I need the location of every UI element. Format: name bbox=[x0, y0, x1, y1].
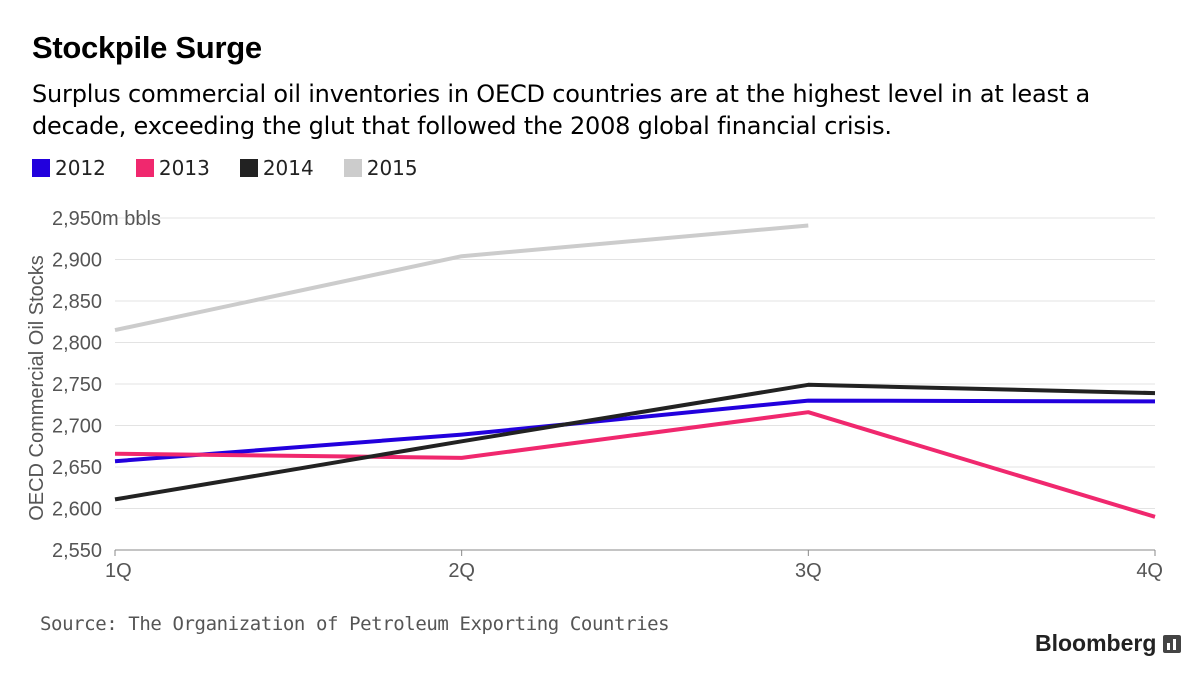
legend-label: 2015 bbox=[366, 156, 418, 180]
y-tick-label: 2,600 bbox=[52, 499, 102, 521]
y-tick-label: 2,800 bbox=[52, 333, 102, 355]
x-tick-label: 3Q bbox=[795, 560, 822, 582]
brand-logo: Bloomberg bbox=[1035, 630, 1182, 657]
series-line-2014 bbox=[114, 382, 1156, 502]
grid bbox=[115, 217, 1155, 509]
legend-swatch bbox=[239, 159, 258, 177]
y-tick-label: 2,850 bbox=[52, 291, 102, 313]
series-line-2015 bbox=[114, 223, 809, 333]
source-note: Source: The Organization of Petroleum Ex… bbox=[40, 613, 670, 635]
y-tick-label: 2,550 bbox=[52, 540, 102, 562]
legend-label: 2013 bbox=[158, 156, 210, 180]
legend-item-2015: 2015 bbox=[343, 156, 418, 180]
legend-item-2014: 2014 bbox=[239, 156, 314, 180]
legend-item-2012: 2012 bbox=[32, 156, 106, 180]
axes: 2,550 2,600 2,650 2,700 2,750 2,800 2,850 2,900… bbox=[52, 208, 1163, 582]
y-axis-label: OECD Commercial Oil Stocks bbox=[26, 255, 48, 521]
y-tick-label: 2,700 bbox=[52, 416, 102, 438]
chart-title: Stockpile Surge bbox=[32, 30, 262, 65]
brand-name: Bloomberg bbox=[1035, 630, 1157, 656]
legend-swatch bbox=[343, 159, 362, 177]
legend-label: 2012 bbox=[55, 156, 106, 180]
y-tick-label: 2,900 bbox=[52, 250, 102, 272]
y-tick-label: 2,950m bbls bbox=[52, 208, 161, 230]
legend-item-2013: 2013 bbox=[135, 156, 210, 180]
chart-subtitle: Surplus commercial oil inventories in OE… bbox=[32, 80, 1090, 140]
legend-swatch bbox=[135, 159, 154, 177]
series-line-2012 bbox=[114, 398, 1156, 464]
series-lines bbox=[114, 223, 1156, 519]
legend: 2012 2013 2014 2015 bbox=[32, 156, 448, 180]
y-tick-label: 2,750 bbox=[52, 374, 102, 396]
x-tick-label: 1Q bbox=[105, 560, 132, 582]
x-tick-label: 4Q bbox=[1136, 560, 1163, 582]
x-tick-label: 2Q bbox=[448, 560, 475, 582]
legend-label: 2014 bbox=[262, 156, 314, 180]
y-tick-label: 2,650 bbox=[52, 457, 102, 479]
series-line-2013 bbox=[114, 410, 1156, 519]
bloomberg-icon bbox=[1163, 634, 1182, 653]
legend-swatch bbox=[32, 159, 50, 177]
